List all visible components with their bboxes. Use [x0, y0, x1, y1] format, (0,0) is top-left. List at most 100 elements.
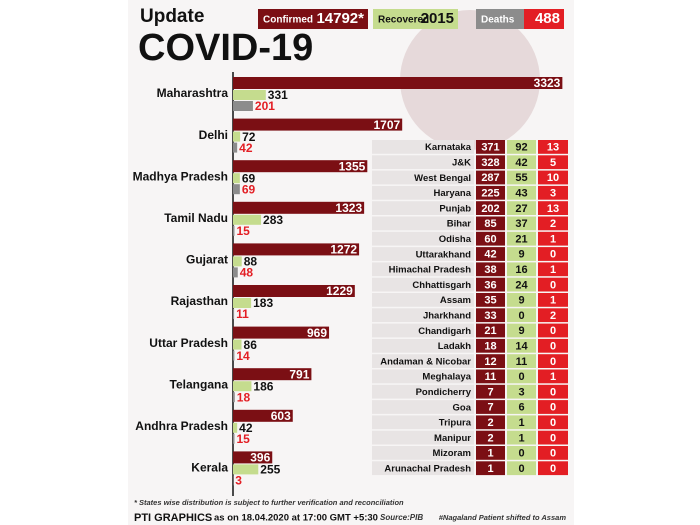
- bar: [233, 77, 563, 89]
- table-cell: [476, 384, 505, 399]
- table-cell: [507, 277, 536, 292]
- table-cell: [476, 247, 505, 261]
- table-cell: [507, 140, 536, 154]
- table-value: 1: [487, 463, 493, 475]
- table-cell: [476, 155, 505, 170]
- table-state: Punjab: [439, 203, 471, 214]
- value-label: 3323: [534, 76, 561, 90]
- table-value: 371: [481, 142, 499, 154]
- table-state: Uttarakhand: [416, 249, 472, 260]
- bar: [233, 243, 360, 256]
- table-value: 9: [518, 249, 524, 261]
- legend-swatch: [258, 9, 368, 29]
- subtitle: Update: [140, 6, 204, 27]
- table-value: 92: [515, 142, 527, 154]
- table-state: J&K: [452, 157, 471, 168]
- table-name-cell: [372, 369, 474, 384]
- table-cell: [507, 415, 536, 430]
- table-cell: [538, 293, 568, 307]
- table-value: 0: [550, 417, 556, 429]
- table-name-cell: [372, 446, 474, 460]
- table-value: 3: [550, 187, 556, 199]
- table-cell: [538, 216, 568, 231]
- table-cell: [507, 185, 536, 200]
- table-value: 27: [515, 203, 527, 215]
- table-value: 0: [518, 448, 524, 460]
- table-state: Goa: [453, 402, 472, 413]
- table-cell: [476, 185, 505, 200]
- value-label: 42: [239, 141, 253, 155]
- table-cell: [538, 231, 568, 246]
- bar: [233, 256, 242, 267]
- legend-label: Deaths: [481, 15, 515, 26]
- table-value: 12: [484, 356, 496, 368]
- table-cell: [538, 400, 568, 414]
- value-label: 48: [240, 266, 254, 280]
- brand: PTI GRAPHICS: [134, 512, 212, 524]
- bar: [233, 309, 235, 319]
- table-value: 0: [550, 402, 556, 414]
- table-cell: [507, 216, 536, 231]
- table-cell: [507, 262, 536, 277]
- table-value: 0: [550, 279, 556, 291]
- table-value: 1: [518, 432, 524, 444]
- table-value: 0: [550, 340, 556, 352]
- table-cell: [538, 369, 568, 384]
- table-name-cell: [372, 400, 474, 414]
- value-label: 331: [268, 88, 288, 102]
- table-cell: [476, 354, 505, 368]
- table-cell: [507, 369, 536, 384]
- table-cell: [507, 293, 536, 307]
- table-value: 2: [487, 432, 493, 444]
- value-label: 11: [236, 307, 249, 321]
- table-name-cell: [372, 430, 474, 445]
- value-label: 1323: [335, 201, 362, 215]
- table-cell: [476, 323, 505, 338]
- table-name-cell: [372, 170, 474, 185]
- table-cell: [476, 262, 505, 277]
- table-value: 1: [550, 371, 556, 383]
- table-cell: [507, 308, 536, 323]
- table-name-cell: [372, 277, 474, 292]
- table-name-cell: [372, 384, 474, 399]
- table-value: 0: [550, 386, 556, 398]
- legend-swatch: [373, 9, 458, 29]
- table-cell: [507, 231, 536, 246]
- table-value: 7: [487, 402, 493, 414]
- table-cell: [538, 354, 568, 368]
- value-label: 1707: [373, 118, 400, 132]
- bar: [233, 201, 365, 214]
- table-name-cell: [372, 201, 474, 215]
- table-state: Karnataka: [425, 142, 472, 153]
- table-name-cell: [372, 308, 474, 323]
- table-value: 2: [487, 417, 493, 429]
- table-cell: [538, 461, 568, 476]
- table-name-cell: [372, 338, 474, 353]
- value-label: 791: [289, 367, 309, 381]
- table-cell: [476, 400, 505, 414]
- table-cell: [538, 323, 568, 338]
- table-value: 0: [518, 371, 524, 383]
- table-state: Andaman & Nicobar: [380, 356, 471, 367]
- table-name-cell: [372, 247, 474, 261]
- table-value: 202: [481, 203, 499, 215]
- table-cell: [507, 155, 536, 170]
- table-name-cell: [372, 262, 474, 277]
- table-name-cell: [372, 293, 474, 307]
- table-cell: [507, 430, 536, 445]
- table-state: Meghalaya: [422, 372, 471, 383]
- legend-value-box: [524, 9, 564, 29]
- bar: [233, 464, 259, 475]
- table-state: Haryana: [434, 188, 472, 199]
- table-value: 3: [518, 386, 524, 398]
- value-label: 15: [236, 432, 250, 446]
- table-value: 0: [550, 463, 556, 475]
- bar: [233, 381, 252, 392]
- table-value: 11: [485, 371, 497, 383]
- table-value: 42: [484, 249, 496, 261]
- table-value: 14: [515, 340, 528, 352]
- table-cell: [507, 323, 536, 338]
- table-cell: [476, 140, 505, 154]
- table-cell: [538, 338, 568, 353]
- value-label: 396: [250, 451, 270, 465]
